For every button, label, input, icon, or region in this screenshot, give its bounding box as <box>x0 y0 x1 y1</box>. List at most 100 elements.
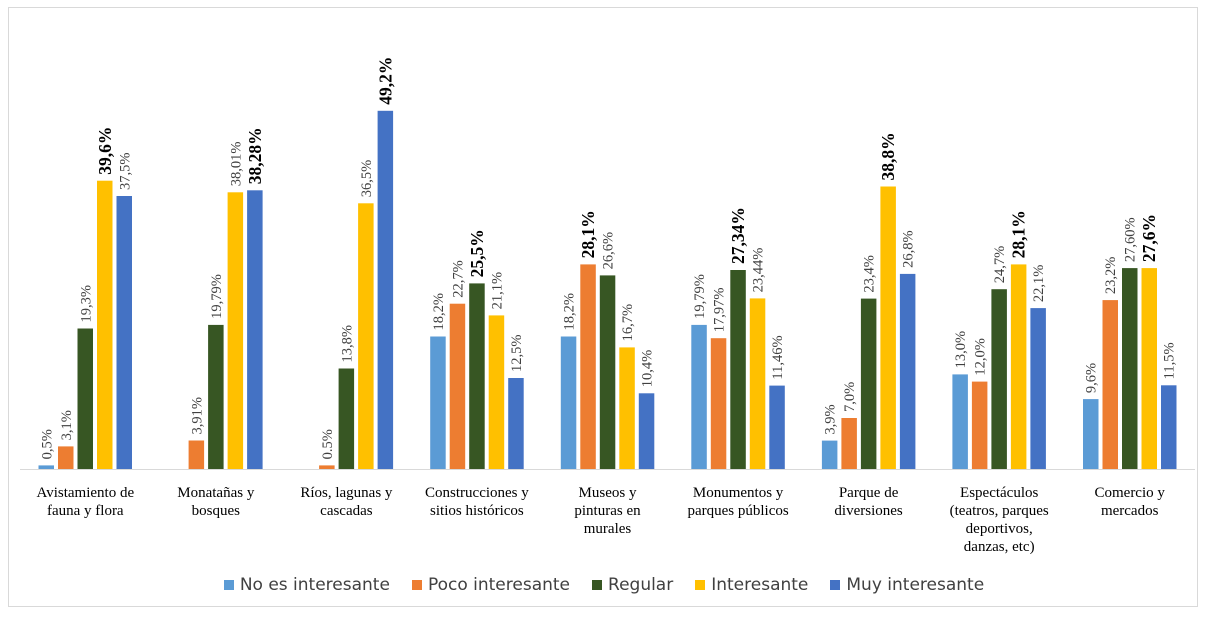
data-label: 3,1% <box>59 410 75 440</box>
data-label: 49,2% <box>375 57 395 105</box>
data-label: 11,46% <box>770 335 786 379</box>
category-label: Monumentos y parques públicos <box>687 485 788 519</box>
bar <box>971 381 988 469</box>
category-label-line: (teatros, parques <box>950 503 1049 519</box>
data-label: 0.5% <box>320 429 336 459</box>
category-label: Construcciones y sitios históricos <box>425 485 529 519</box>
bar <box>1122 268 1138 469</box>
data-label: 22,7% <box>450 260 466 297</box>
data-label: 26,8% <box>901 230 917 267</box>
data-label: 27,60% <box>1123 217 1139 262</box>
data-label: 21,1% <box>489 272 505 309</box>
legend-label: Interesante <box>711 575 809 595</box>
legend: No es interesante Poco interesante Regular… <box>0 572 1208 598</box>
data-label: 19,79% <box>209 274 225 319</box>
data-label: 37,5% <box>117 153 133 190</box>
bar <box>638 393 655 469</box>
data-label: 9,6% <box>1084 363 1100 393</box>
legend-item: Muy interesante <box>830 575 984 595</box>
category-label-line: pinturas en <box>574 503 641 519</box>
category-label-line: sitios históricos <box>430 503 524 519</box>
data-label: 11,5% <box>1162 342 1178 379</box>
bar <box>77 328 93 469</box>
category-label: Comercio y mercados <box>1094 485 1165 519</box>
bar <box>449 303 466 469</box>
bar <box>860 298 877 469</box>
data-label: 17,97% <box>712 287 728 332</box>
bar <box>97 180 113 469</box>
category-label: Espectáculos (teatros, parques deportivos,… <box>950 485 1049 555</box>
data-label: 0,5% <box>39 429 55 459</box>
data-label: 38,8% <box>878 132 898 180</box>
data-label: 27,34% <box>728 207 748 264</box>
bar <box>1102 300 1118 469</box>
category-label-line: Ríos, lagunas y <box>300 485 393 501</box>
data-label: 12,5% <box>509 335 525 372</box>
category-label-line: Comercio y <box>1094 485 1165 501</box>
data-label: 7,0% <box>842 382 858 412</box>
data-label: 19,3% <box>78 285 94 322</box>
data-label: 22,1% <box>1031 265 1047 302</box>
legend-swatch <box>223 580 234 590</box>
bar <box>691 324 707 469</box>
bar <box>730 270 746 469</box>
data-label: 23,4% <box>862 255 878 292</box>
data-label: 12,0% <box>973 338 989 375</box>
legend-swatch <box>592 580 603 590</box>
category-label-line: diversiones <box>834 503 902 519</box>
legend-item: Poco interesante <box>411 575 570 595</box>
data-label: 28,1% <box>578 210 598 258</box>
bar <box>430 336 446 469</box>
data-label: 25,5% <box>467 229 487 277</box>
category-label-line: Construcciones y <box>425 485 529 501</box>
category-label-line: danzas, etc) <box>964 539 1035 555</box>
bar <box>710 338 727 469</box>
category-label: Avistamiento de fauna y flora <box>36 485 134 519</box>
category-label-line: bosques <box>192 503 240 519</box>
bar <box>247 190 263 470</box>
legend-label: No es interesante <box>239 575 390 595</box>
category-label-line: Parque de <box>839 485 899 501</box>
data-label: 18,2% <box>562 293 578 330</box>
bar <box>841 418 857 469</box>
data-label: 3,9% <box>823 404 839 434</box>
category-label-line: cascadas <box>320 503 373 519</box>
bar <box>227 192 244 470</box>
bar <box>38 465 54 469</box>
category-label: Ríos, lagunas y cascadas <box>300 485 393 519</box>
legend-item: No es interesante <box>223 575 390 595</box>
category-label-line: murales <box>584 521 632 537</box>
data-label: 26,6% <box>601 232 617 269</box>
category-label-line: parques públicos <box>687 503 788 519</box>
category-label-line: mercados <box>1101 503 1159 519</box>
bar <box>599 275 616 469</box>
category-label-line: Monumentos y <box>693 485 784 501</box>
bar <box>952 374 968 469</box>
data-label: 38,28% <box>245 127 265 184</box>
data-label: 19,79% <box>692 274 708 319</box>
legend-item: Regular <box>592 575 673 595</box>
data-label: 24,7% <box>992 246 1008 283</box>
data-label: 10,4% <box>640 350 656 387</box>
category-label-line: deportivos, <box>966 521 1033 537</box>
legend-swatch <box>830 580 841 590</box>
bar <box>188 440 205 469</box>
legend-item: Interesante <box>695 575 808 595</box>
bar <box>580 264 596 469</box>
bar <box>358 203 374 470</box>
bar <box>619 347 635 469</box>
bar <box>508 378 524 469</box>
bar <box>749 298 766 469</box>
data-label: 13,8% <box>339 325 355 362</box>
bar <box>1083 399 1099 469</box>
bar <box>880 186 896 469</box>
category-label-line: Espectáculos <box>960 485 1038 501</box>
category-label-line: Monatañas y <box>177 485 255 501</box>
data-label: 13,0% <box>953 331 969 368</box>
bar <box>769 385 785 469</box>
legend-label: Muy interesante <box>846 575 985 595</box>
bar <box>821 440 838 469</box>
legend-swatch <box>695 580 706 590</box>
category-label-line: Museos y <box>579 485 637 501</box>
